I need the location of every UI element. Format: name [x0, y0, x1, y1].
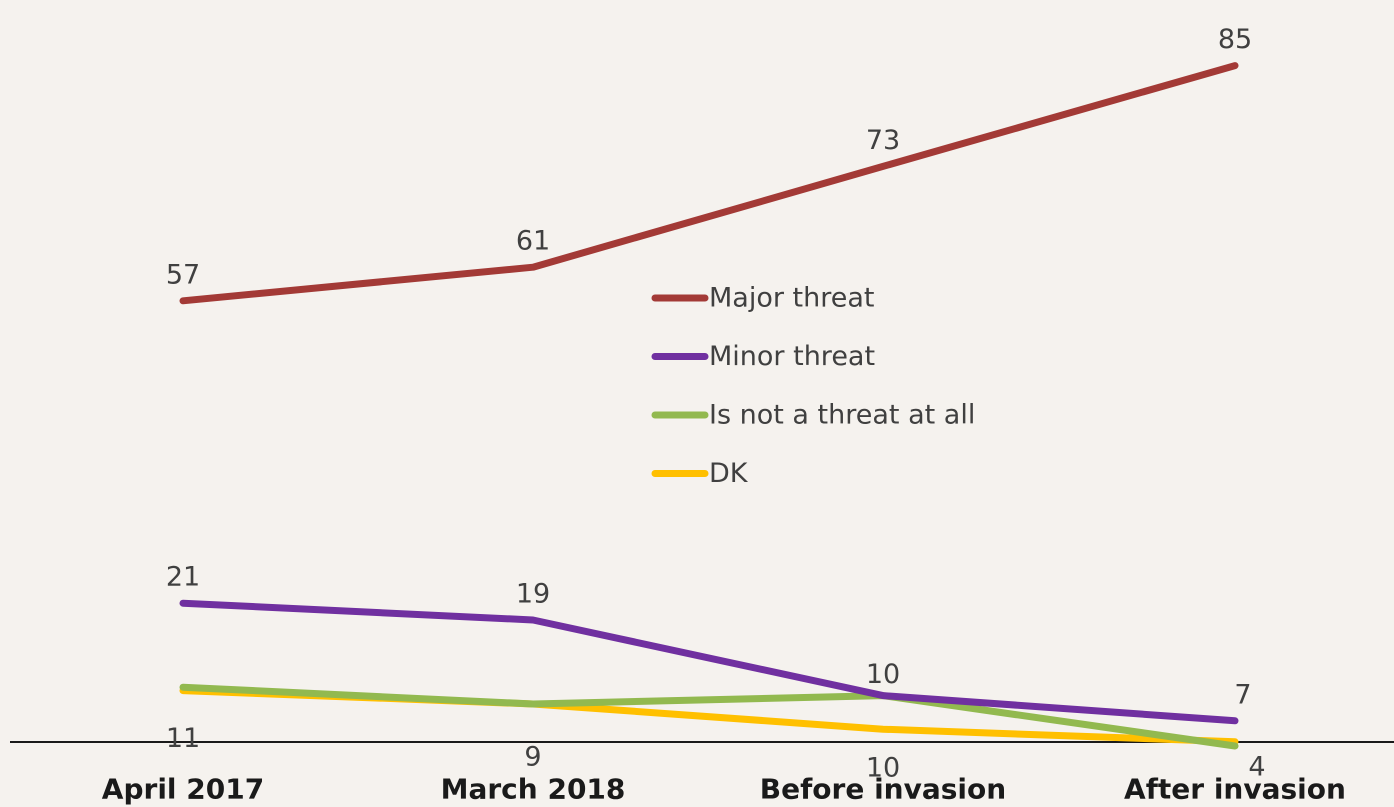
data-labels-layer: 57 61 73 85 21 19 7 10 4 11 9 10 — [166, 24, 1266, 784]
data-label-minor-threat-3: 7 — [1234, 679, 1251, 710]
legend-label-major-threat: Major threat — [709, 283, 875, 314]
data-label-is-not-a-threat-at-all-2: 10 — [866, 659, 900, 690]
series-line-is-not-a-threat-at-all — [179, 683, 1239, 750]
legend-label-is-not-a-threat-at-all: Is not a threat at all — [709, 400, 975, 431]
category-label-before-invasion: Before invasion — [760, 773, 1006, 806]
series-layer — [179, 62, 1239, 750]
data-label-major-threat-2: 73 — [866, 125, 900, 156]
legend-label-dk: DK — [709, 458, 749, 489]
data-label-is-not-a-threat-at-all-3: 4 — [1248, 752, 1265, 783]
data-label-minor-threat-1: 19 — [516, 579, 550, 610]
legend: Major threat Minor threat Is not a threat … — [651, 283, 975, 489]
category-label-after-invasion: After invasion — [1124, 773, 1346, 806]
data-label-major-threat-1: 61 — [516, 226, 550, 257]
category-label-april-2017: April 2017 — [102, 773, 264, 806]
category-labels-layer: April 2017 March 2018 Before invasion After… — [102, 773, 1346, 806]
data-label-minor-threat-0: 21 — [166, 562, 200, 593]
legend-label-minor-threat: Minor threat — [709, 341, 875, 372]
series-line-minor-threat — [179, 599, 1239, 725]
series-line-major-threat — [179, 62, 1239, 305]
data-label-major-threat-3: 85 — [1218, 24, 1252, 55]
data-label-major-threat-0: 57 — [166, 259, 200, 290]
data-label-dk-1: 9 — [524, 742, 541, 773]
data-label-dk-0: 11 — [166, 723, 200, 754]
category-label-march-2018: March 2018 — [441, 773, 626, 806]
data-label-dk-2: 10 — [866, 753, 900, 784]
